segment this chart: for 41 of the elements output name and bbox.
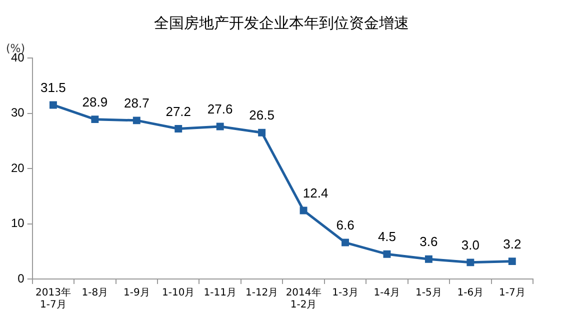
x-tick-label: 1-3月 xyxy=(332,288,358,299)
x-tick-label: 1-11月 xyxy=(204,288,236,299)
point xyxy=(132,116,140,124)
chart-title: 全国房地产开发企业本年到位资金增速 xyxy=(153,14,410,33)
x-tick-label: 1-4月 xyxy=(374,288,400,299)
point xyxy=(383,250,391,258)
data-label: 27.2 xyxy=(166,104,192,119)
point xyxy=(91,116,99,124)
x-tick-label: 1-10月 xyxy=(162,288,195,299)
data-label: 28.9 xyxy=(82,94,108,110)
point xyxy=(216,122,224,130)
x-tick-label: 1-9月 xyxy=(123,288,150,299)
point xyxy=(174,124,182,132)
data-label: 26.5 xyxy=(249,108,274,123)
x-tick-label: 1-5月 xyxy=(416,288,442,299)
point xyxy=(424,255,432,263)
point xyxy=(258,128,266,136)
point xyxy=(300,206,308,214)
point xyxy=(466,258,474,266)
x-tick-label: 1-12月 xyxy=(245,288,278,299)
data-label: 3.2 xyxy=(503,236,522,252)
data-label: 28.7 xyxy=(124,96,150,111)
data-label: 12.4 xyxy=(302,186,328,201)
data-label: 6.6 xyxy=(336,218,354,233)
x-tick-label: 1-6月 xyxy=(457,288,484,299)
y-tick-label: 10 xyxy=(10,216,25,230)
y-tick-label: 30 xyxy=(10,106,25,120)
x-tick-label: 2014年 1-2月 xyxy=(286,286,322,311)
data-label: 27.6 xyxy=(207,102,233,117)
x-tick-label: 1-7月 xyxy=(498,288,526,299)
data-label: 3.6 xyxy=(420,234,438,250)
x-tick-label: 2013年 1-7月 xyxy=(35,286,71,311)
point xyxy=(49,101,57,109)
data-label: 4.5 xyxy=(378,229,396,244)
y-tick-label: 0 xyxy=(18,271,25,286)
point xyxy=(508,258,516,266)
data-label: 3.0 xyxy=(461,238,480,253)
y-tick-label: 20 xyxy=(10,160,25,175)
x-tick-label: 1-8月 xyxy=(82,288,108,299)
point xyxy=(342,238,349,246)
data-label: 31.5 xyxy=(40,80,66,96)
